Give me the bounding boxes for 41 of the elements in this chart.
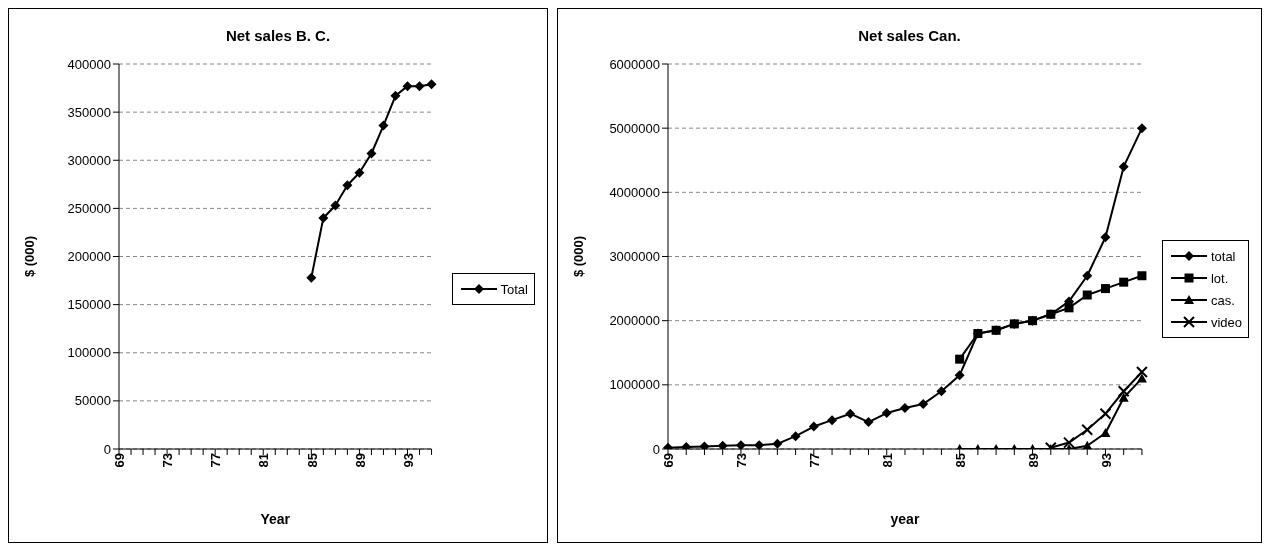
y-tick-label: 100000	[67, 345, 111, 361]
y-tick-label: 4000000	[609, 184, 660, 200]
y-tick-label: 350000	[67, 104, 111, 120]
x-tick-label: 93	[400, 453, 416, 468]
x-axis-title: Year	[260, 511, 291, 527]
x-tick-label: 85	[304, 453, 320, 468]
legend-label: video	[1210, 314, 1242, 330]
chart-title: Net sales Can.	[857, 27, 962, 44]
x-tick-label: 77	[807, 453, 823, 468]
x-tick-label: 85	[952, 453, 968, 468]
x-tick-label: 81	[879, 453, 895, 468]
legend-label: lot.	[1210, 270, 1229, 286]
y-tick-label: 200000	[67, 249, 111, 265]
y-tick-label: 6000000	[609, 56, 660, 72]
x-tick-label: 77	[208, 453, 224, 468]
legend-label: total	[1210, 248, 1236, 264]
x-tick-label: 89	[352, 453, 368, 468]
x-tick-label: 89	[1025, 453, 1041, 468]
legend-label: Total	[500, 281, 528, 297]
x-tick-label: 69	[112, 453, 128, 468]
x-tick-label: 73	[734, 453, 750, 468]
chart-title: Net sales B. C.	[224, 27, 332, 44]
y-tick-label: 1000000	[609, 377, 660, 393]
x-axis-title: year	[890, 511, 920, 527]
x-tick-label: 93	[1098, 453, 1114, 468]
y-tick-label: 0	[103, 441, 111, 457]
y-tick-label: 150000	[67, 297, 111, 313]
x-tick-label: 73	[160, 453, 176, 468]
x-tick-label: 69	[661, 453, 677, 468]
y-tick-label: 400000	[67, 56, 111, 72]
legend-label: cas.	[1210, 292, 1235, 308]
x-tick-label: 81	[256, 453, 272, 468]
y-tick-label: 2000000	[609, 313, 660, 329]
y-tick-label: 0	[652, 441, 660, 457]
y-tick-label: 50000	[74, 393, 111, 409]
y-tick-label: 300000	[67, 152, 111, 168]
y-tick-label: 250000	[67, 200, 111, 216]
y-tick-label: 5000000	[609, 120, 660, 136]
y-axis-title: $ (000)	[21, 235, 37, 278]
y-tick-label: 3000000	[609, 249, 660, 265]
y-axis-title: $ (000)	[570, 235, 586, 278]
